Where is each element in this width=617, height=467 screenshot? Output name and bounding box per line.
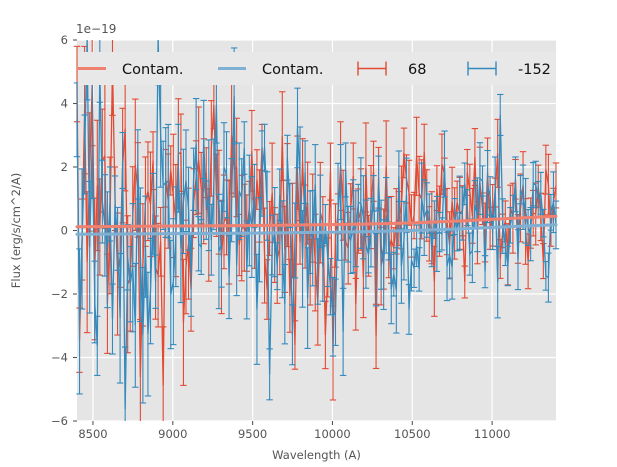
x-tick-label: 10000 [314,427,351,441]
y-tick-label: −2 [51,287,68,301]
y-tick-label: −4 [51,351,68,365]
y-axis-offset-label: 1e−19 [76,22,116,36]
x-tick-label: 10500 [394,427,431,441]
legend-entry-2[interactable]: 68 [357,61,426,79]
x-tick-label: 9500 [238,427,267,441]
legend-entry-0[interactable]: Contam. [78,62,184,78]
x-tick-label: 8500 [78,427,107,441]
legend-label: -152 [518,62,551,78]
data-series-layer [73,39,560,421]
plot-legend[interactable]: Contam. Contam. 68 -152 [78,52,555,85]
y-tick-label: 6 [61,33,68,47]
legend-entry-1[interactable]: Contam. [218,62,324,78]
contamination-line [75,214,558,229]
spectrum-line-68 [76,65,557,386]
axis-ticks [73,39,493,425]
x-tick-label: 9000 [158,427,187,441]
spectrum-line--152 [76,39,557,410]
legend-label: 68 [408,62,426,78]
legend-entry-3[interactable]: -152 [467,61,551,79]
y-tick-label: −6 [51,414,68,428]
y-tick-label: 0 [61,224,68,238]
x-tick-label: 11000 [474,427,511,441]
y-axis-title: Flux (erg/s/cm^2/A) [9,173,23,288]
contamination-line [75,223,558,236]
x-axis-title: Wavelength (A) [272,448,361,462]
axis-labels: 8500 9000 9500 10000 10500 11000 −6 −4 −2 0 2 4 6 1e−… [9,22,510,462]
errorbar-series--152 [73,39,560,421]
y-tick-label: 2 [61,160,68,174]
legend-label: Contam. [122,62,184,78]
legend-label: Contam. [262,62,324,78]
y-tick-label: 4 [61,97,68,111]
